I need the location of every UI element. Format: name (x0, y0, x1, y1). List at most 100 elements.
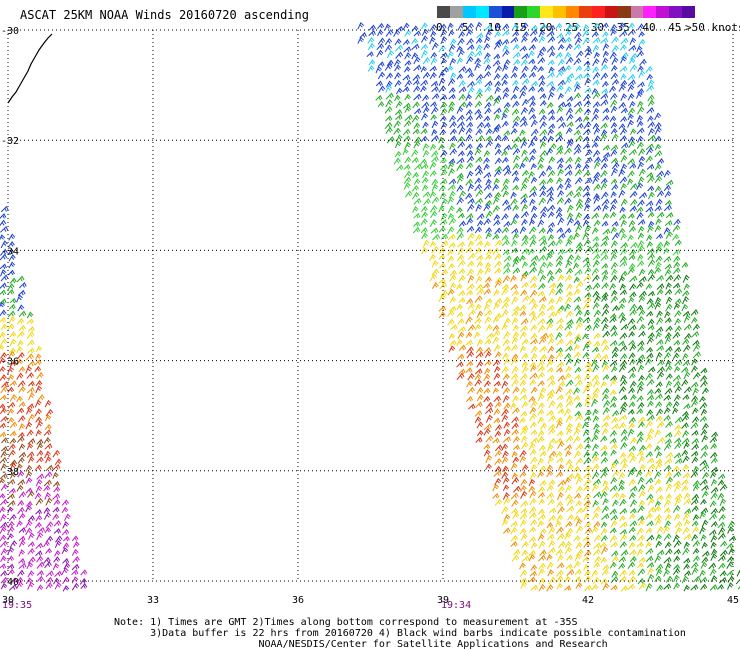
wind-barb (448, 93, 456, 100)
wind-barb (700, 534, 707, 542)
wind-barb (447, 318, 455, 326)
wind-barb (537, 219, 545, 228)
wind-barb (519, 310, 527, 317)
wind-barb (17, 479, 26, 486)
wind-barb (431, 86, 439, 93)
wind-barb (565, 563, 573, 570)
wind-barb (510, 526, 518, 535)
wind-barb (465, 67, 473, 74)
wind-barb (483, 150, 491, 157)
wind-barb (484, 64, 492, 72)
wind-barb (512, 85, 520, 93)
wind-barb (63, 513, 71, 522)
wind-barb (701, 422, 709, 431)
wind-barb (502, 178, 510, 186)
wind-barb (592, 66, 599, 73)
legend-swatch (656, 6, 670, 18)
wind-barb (547, 444, 554, 452)
wind-barb (476, 268, 484, 276)
wind-barb (691, 520, 699, 527)
wind-barb (546, 195, 555, 205)
wind-barb (665, 562, 672, 571)
wind-barb (483, 240, 491, 248)
wind-barb (592, 282, 601, 290)
wind-barb (520, 183, 528, 192)
wind-barb (530, 333, 538, 340)
wind-barb (636, 182, 644, 191)
wind-barb (582, 24, 590, 32)
wind-barb (528, 155, 536, 163)
note-line-3: NOAA/NESDIS/Center for Satellite Applica… (114, 639, 608, 650)
wind-barb (493, 417, 501, 424)
wind-barb (646, 534, 655, 542)
legend-label: 35 (616, 21, 630, 34)
wind-barb (558, 380, 566, 388)
wind-barb (592, 101, 601, 108)
wind-barb (485, 135, 493, 142)
wind-barb (539, 100, 547, 107)
wind-barb (457, 326, 466, 333)
wind-barb (423, 198, 431, 206)
wind-barb (727, 582, 734, 590)
wind-barb (665, 179, 674, 186)
wind-barb (663, 533, 672, 541)
wind-barb (566, 121, 574, 128)
wind-barb (691, 534, 699, 542)
wind-barb (664, 268, 672, 276)
wind-barb (556, 554, 564, 562)
wind-barb (476, 240, 484, 246)
wind-barb (618, 556, 626, 563)
wind-barb (710, 534, 718, 543)
wind-barb (549, 282, 557, 289)
wind-barb (601, 282, 609, 290)
wind-barb (384, 37, 393, 46)
wind-barb (465, 247, 473, 254)
wind-barb (628, 296, 635, 304)
wind-barb (539, 450, 547, 457)
wind-barb (529, 185, 538, 193)
wind-barb (431, 245, 440, 254)
wind-barb (592, 387, 601, 395)
wind-barb (691, 395, 699, 402)
wind-barb (637, 81, 645, 88)
wind-barb (619, 508, 628, 515)
wind-barb (627, 73, 636, 81)
wind-barb (573, 254, 582, 263)
wind-barb (674, 318, 682, 326)
wind-barb (521, 53, 530, 60)
wind-barb (8, 303, 16, 310)
wind-barb (520, 387, 527, 395)
wind-barb (447, 196, 455, 205)
wind-barb (474, 416, 482, 424)
wind-barb (663, 499, 672, 508)
wind-barb (537, 359, 545, 368)
wind-barb (610, 122, 618, 129)
wind-barb (501, 414, 509, 423)
wind-barb (376, 43, 385, 51)
wind-barb (609, 204, 617, 212)
wind-barb (592, 36, 601, 44)
wind-barb (565, 414, 573, 423)
wind-barb (494, 401, 502, 408)
wind-barb (585, 361, 592, 368)
wind-barb (718, 577, 727, 584)
wind-barb (548, 400, 556, 409)
wind-barb (637, 100, 644, 108)
map-title: ASCAT 25KM NOAA Winds 20160720 ascending (20, 8, 309, 22)
wind-barb (665, 548, 673, 556)
wind-barb (655, 533, 662, 541)
wind-barb (447, 205, 455, 214)
wind-barb (672, 267, 681, 275)
wind-barb (547, 128, 555, 136)
wind-barb (458, 368, 466, 375)
wind-barb (573, 435, 581, 444)
wind-barb (656, 310, 663, 318)
wind-barb (393, 58, 401, 67)
wind-barb (594, 555, 602, 563)
wind-barb (413, 197, 422, 205)
wind-barb (465, 143, 473, 151)
wind-barb (628, 526, 636, 534)
wind-barb (422, 106, 430, 114)
wind-barb (656, 288, 664, 295)
wind-barb (548, 526, 556, 535)
